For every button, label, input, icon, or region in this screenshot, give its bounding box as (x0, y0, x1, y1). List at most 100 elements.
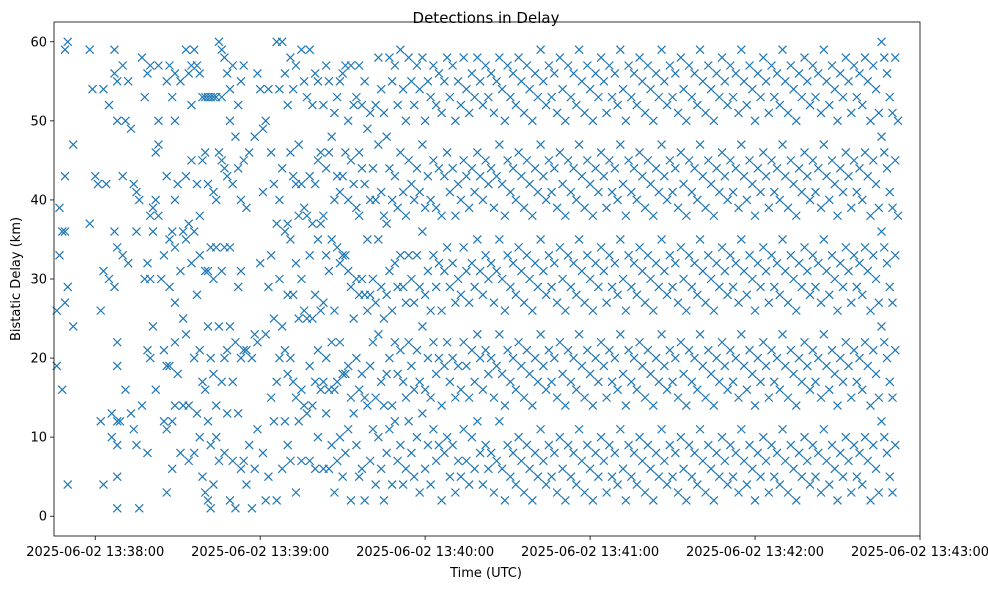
data-point (395, 45, 405, 55)
data-point (382, 448, 392, 458)
data-point (888, 108, 897, 118)
data-point (57, 385, 67, 395)
data-point (404, 53, 414, 63)
data-point (192, 61, 202, 70)
data-point (351, 203, 361, 213)
data-point (588, 495, 598, 505)
data-point (747, 274, 757, 284)
data-point (797, 377, 807, 387)
data-point (643, 345, 653, 355)
data-point (860, 242, 870, 252)
data-point (450, 116, 460, 126)
data-point (412, 61, 422, 70)
data-point (198, 377, 207, 387)
data-point (654, 187, 664, 197)
data-point (445, 92, 455, 102)
data-point (500, 211, 510, 221)
data-point (833, 306, 842, 316)
data-point (376, 282, 386, 292)
data-point (112, 242, 122, 252)
data-point (775, 480, 785, 490)
data-point (808, 61, 818, 70)
data-point (475, 76, 485, 86)
data-point (511, 100, 521, 110)
data-point (830, 274, 840, 284)
data-point (615, 424, 625, 434)
data-point (165, 361, 174, 371)
data-point (690, 163, 699, 173)
data-point (442, 432, 452, 442)
data-point (750, 211, 760, 221)
data-point (409, 100, 419, 110)
data-point (577, 361, 587, 371)
data-point (808, 155, 818, 165)
data-point (121, 385, 130, 395)
data-point (822, 266, 831, 276)
data-point (492, 361, 502, 371)
data-point (187, 155, 196, 165)
data-point (604, 440, 614, 450)
data-point (327, 337, 337, 347)
data-point (824, 290, 834, 300)
data-point (459, 155, 469, 165)
data-point (176, 76, 185, 86)
data-point (286, 53, 295, 63)
data-point (494, 329, 504, 339)
data-point (802, 76, 812, 86)
data-point (505, 92, 515, 102)
data-point (329, 488, 339, 497)
data-point (838, 472, 848, 482)
data-point (338, 68, 348, 78)
data-point (538, 76, 548, 86)
data-point (753, 68, 763, 78)
data-point (709, 211, 719, 221)
data-point (866, 401, 875, 410)
data-point (665, 61, 675, 70)
data-point (533, 187, 543, 197)
data-point (582, 155, 592, 165)
data-point (181, 235, 191, 244)
data-point (327, 440, 337, 450)
data-point (387, 306, 397, 316)
data-point (624, 345, 634, 355)
data-point (533, 377, 543, 387)
data-point (184, 219, 194, 229)
data-point (470, 92, 480, 102)
data-point (800, 242, 809, 252)
data-point (552, 203, 562, 213)
data-point (613, 480, 623, 490)
data-point (552, 108, 562, 118)
data-point (442, 148, 452, 157)
data-point (871, 84, 881, 94)
data-point (415, 187, 425, 197)
data-point (827, 61, 837, 70)
data-point (714, 92, 724, 102)
data-point (712, 68, 721, 78)
data-point (860, 148, 870, 157)
data-point (654, 282, 664, 292)
data-point (68, 322, 78, 331)
data-point (659, 456, 669, 466)
data-point (805, 480, 815, 490)
data-point (742, 195, 752, 205)
data-point (838, 92, 848, 102)
data-point (555, 242, 565, 252)
data-point (500, 401, 510, 410)
data-point (286, 235, 295, 244)
data-point (615, 329, 625, 339)
data-point (269, 314, 279, 323)
data-point (574, 329, 584, 339)
data-point (566, 92, 576, 102)
data-point (261, 116, 271, 126)
data-point (351, 440, 361, 450)
data-point (618, 369, 628, 379)
data-point (384, 353, 394, 363)
data-point (811, 282, 820, 292)
data-point (681, 116, 691, 126)
data-point (519, 203, 529, 213)
data-point (354, 61, 364, 70)
data-point (327, 235, 337, 244)
data-point (756, 187, 765, 197)
data-point (511, 290, 521, 300)
data-point (626, 187, 636, 197)
